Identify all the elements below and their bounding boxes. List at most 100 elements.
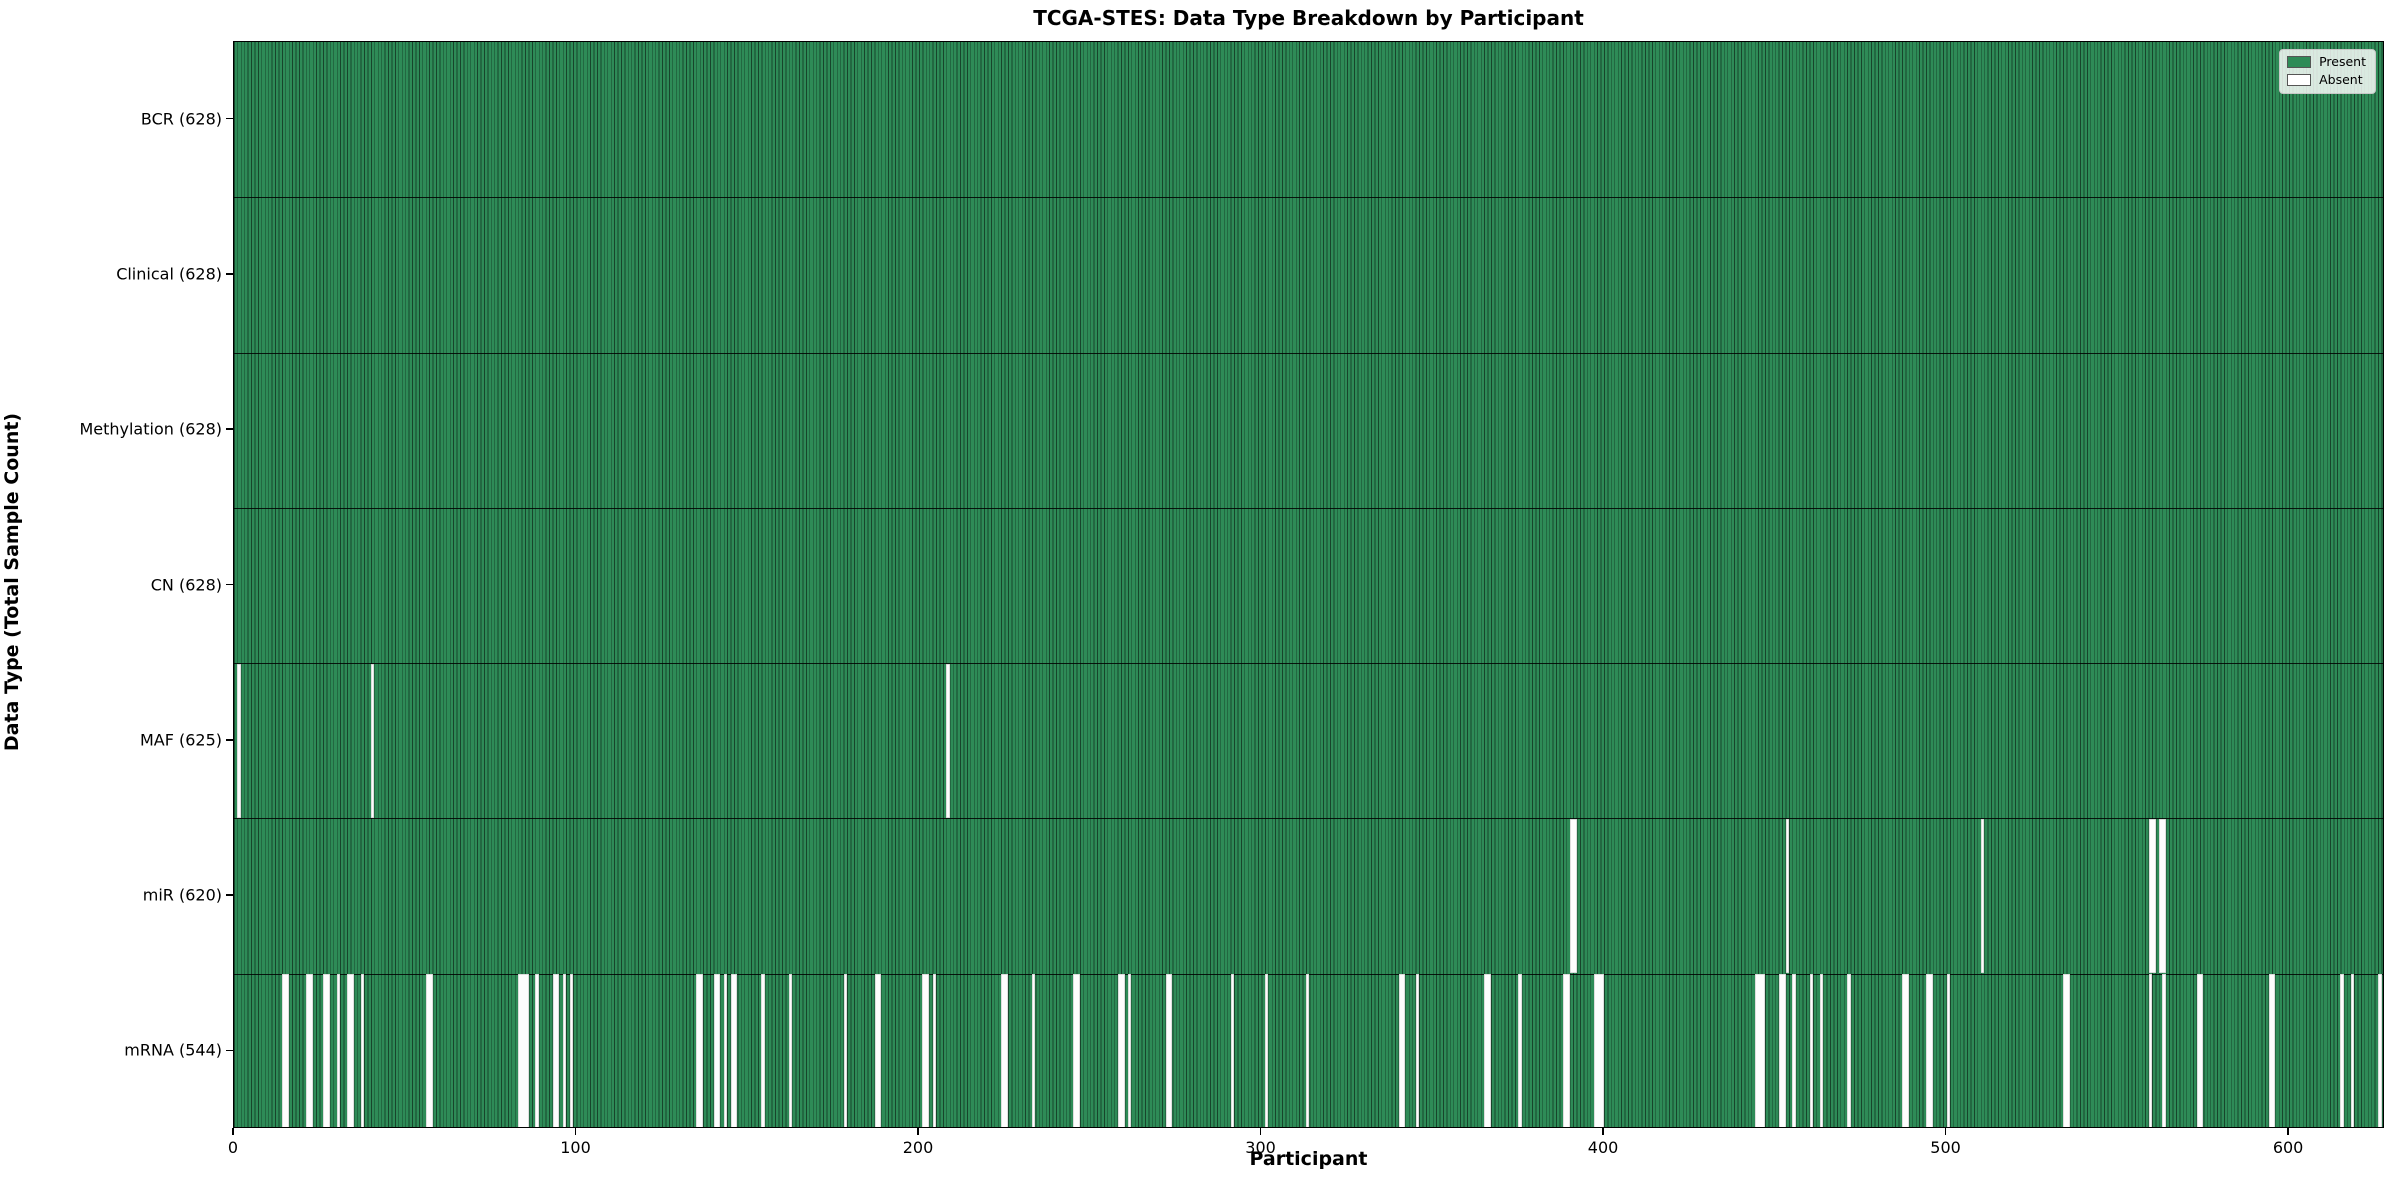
absent-bar-mRNA [1073,974,1080,1127]
x-tick-label-400: 400 [1587,1138,1619,1157]
row-separator [234,507,2383,509]
y-tick-label-miR: miR (620) [142,885,222,905]
absent-bar-mRNA [2378,974,2382,1127]
absent-bar-mRNA [1562,974,1570,1127]
chart-title: TCGA-STES: Data Type Breakdown by Partic… [1033,6,1584,30]
absent-bar-miR [2148,818,2156,974]
absent-bar-mRNA [336,974,341,1127]
absent-bar-mRNA [2196,974,2204,1127]
absent-bar-mRNA [323,974,330,1127]
absent-bar-mRNA [425,974,433,1127]
present-swatch-icon [2287,56,2312,68]
absent-bar-mRNA [1264,974,1269,1127]
absent-bar-mRNA [1127,974,1132,1127]
x-tick-label-600: 600 [2272,1138,2304,1157]
absent-bar-mRNA [1926,974,1933,1127]
y-tick-mark [226,117,233,120]
absent-bar-mRNA [518,974,529,1127]
y-tick-label-Methylation: Methylation (628) [79,419,222,439]
absent-bar-mRNA [1847,974,1851,1127]
absent-bar-mRNA [1778,974,1786,1127]
y-tick-mark [226,273,233,275]
y-tick-mark [226,1049,233,1052]
y-tick-label-mRNA: mRNA (544) [124,1040,222,1060]
x-tick-mark [1944,1128,1947,1135]
absent-bar-mRNA [1518,974,1522,1127]
y-tick-mark [226,428,233,430]
y-tick-label-CN: CN (628) [150,575,222,594]
absent-bar-mRNA [1001,974,1009,1127]
absent-bar-mRNA [1484,974,1492,1127]
x-tick-label-300: 300 [1245,1138,1276,1157]
legend-entry-absent: Absent [2287,73,2366,87]
legend-present-label: Present [2319,54,2366,69]
absent-bar-mRNA [1117,974,1125,1127]
y-tick-mark [226,738,233,741]
y-tick-mark [226,894,233,896]
absent-bar-MAF [237,663,241,818]
absent-bar-mRNA [1754,974,1766,1127]
row-separator [234,197,2383,199]
x-tick-mark [1259,1128,1262,1135]
x-tick-label-500: 500 [1930,1138,1961,1157]
absent-bar-mRNA [723,974,728,1127]
x-tick-mark [232,1128,234,1135]
x-tick-label-200: 200 [902,1138,934,1157]
row-separator [234,352,2383,354]
absent-bar-miR [1980,818,1985,974]
absent-bar-mRNA [932,974,937,1127]
absent-bar-mRNA [535,974,539,1127]
x-tick-mark [574,1128,577,1135]
absent-bar-mRNA [1165,974,1173,1127]
absent-bar-mRNA [713,974,721,1127]
x-tick-label-0: 0 [227,1138,239,1157]
absent-bar-mRNA [2350,974,2355,1127]
absent-bar-miR [1785,818,1790,974]
absent-bar-mRNA [788,974,793,1127]
heatmap-grid [234,42,2383,1127]
x-tick-label-100: 100 [560,1138,591,1157]
absent-bar-mRNA [1032,974,1036,1127]
absent-bar-mRNA [1306,974,1310,1127]
absent-bar-mRNA [1415,974,1420,1127]
absent-bar-mRNA [1398,974,1406,1127]
x-tick-mark [2287,1128,2289,1135]
absent-bar-mRNA [843,974,848,1127]
row-separator [234,818,2383,820]
y-tick-label-BCR: BCR (628) [140,109,222,129]
absent-bar-MAF [946,663,950,818]
absent-bar-mRNA [305,974,313,1127]
y-tick-label-MAF: MAF (625) [139,730,222,750]
absent-bar-miR [1569,818,1577,974]
absent-bar-mRNA [2268,974,2276,1127]
absent-bar-MAF [371,663,375,818]
absent-bar-mRNA [761,974,765,1127]
absent-bar-mRNA [2340,974,2344,1127]
absent-bar-mRNA [730,974,738,1127]
y-tick-label-Clinical: Clinical (628) [116,264,222,284]
absent-bar-mRNA [347,974,354,1127]
absent-bar-mRNA [562,974,567,1127]
absent-bar-mRNA [552,974,560,1127]
absent-bar-mRNA [1792,974,1796,1127]
absent-bar-mRNA [1819,974,1824,1127]
absent-swatch-icon [2287,74,2312,86]
absent-bar-mRNA [1946,974,1950,1127]
absent-bar-mRNA [1809,974,1813,1127]
absent-bar-mRNA [1593,974,1605,1127]
absent-bar-mRNA [2148,974,2153,1127]
absent-bar-mRNA [360,974,365,1127]
absent-bar-mRNA [922,974,930,1127]
absent-bar-mRNA [569,974,574,1127]
absent-bar-mRNA [1230,974,1235,1127]
row-separator [234,663,2383,665]
legend-entry-present: Present [2287,55,2366,69]
x-axis-label: Participant [1249,1148,1368,1170]
absent-bar-mRNA [874,974,882,1127]
absent-bar-mRNA [696,974,704,1127]
legend-absent-label: Absent [2319,72,2363,87]
plot-area: Present Absent [233,41,2384,1128]
absent-bar-mRNA [281,974,289,1127]
absent-bar-mRNA [1902,974,1909,1127]
absent-bar-mRNA [2063,974,2070,1127]
